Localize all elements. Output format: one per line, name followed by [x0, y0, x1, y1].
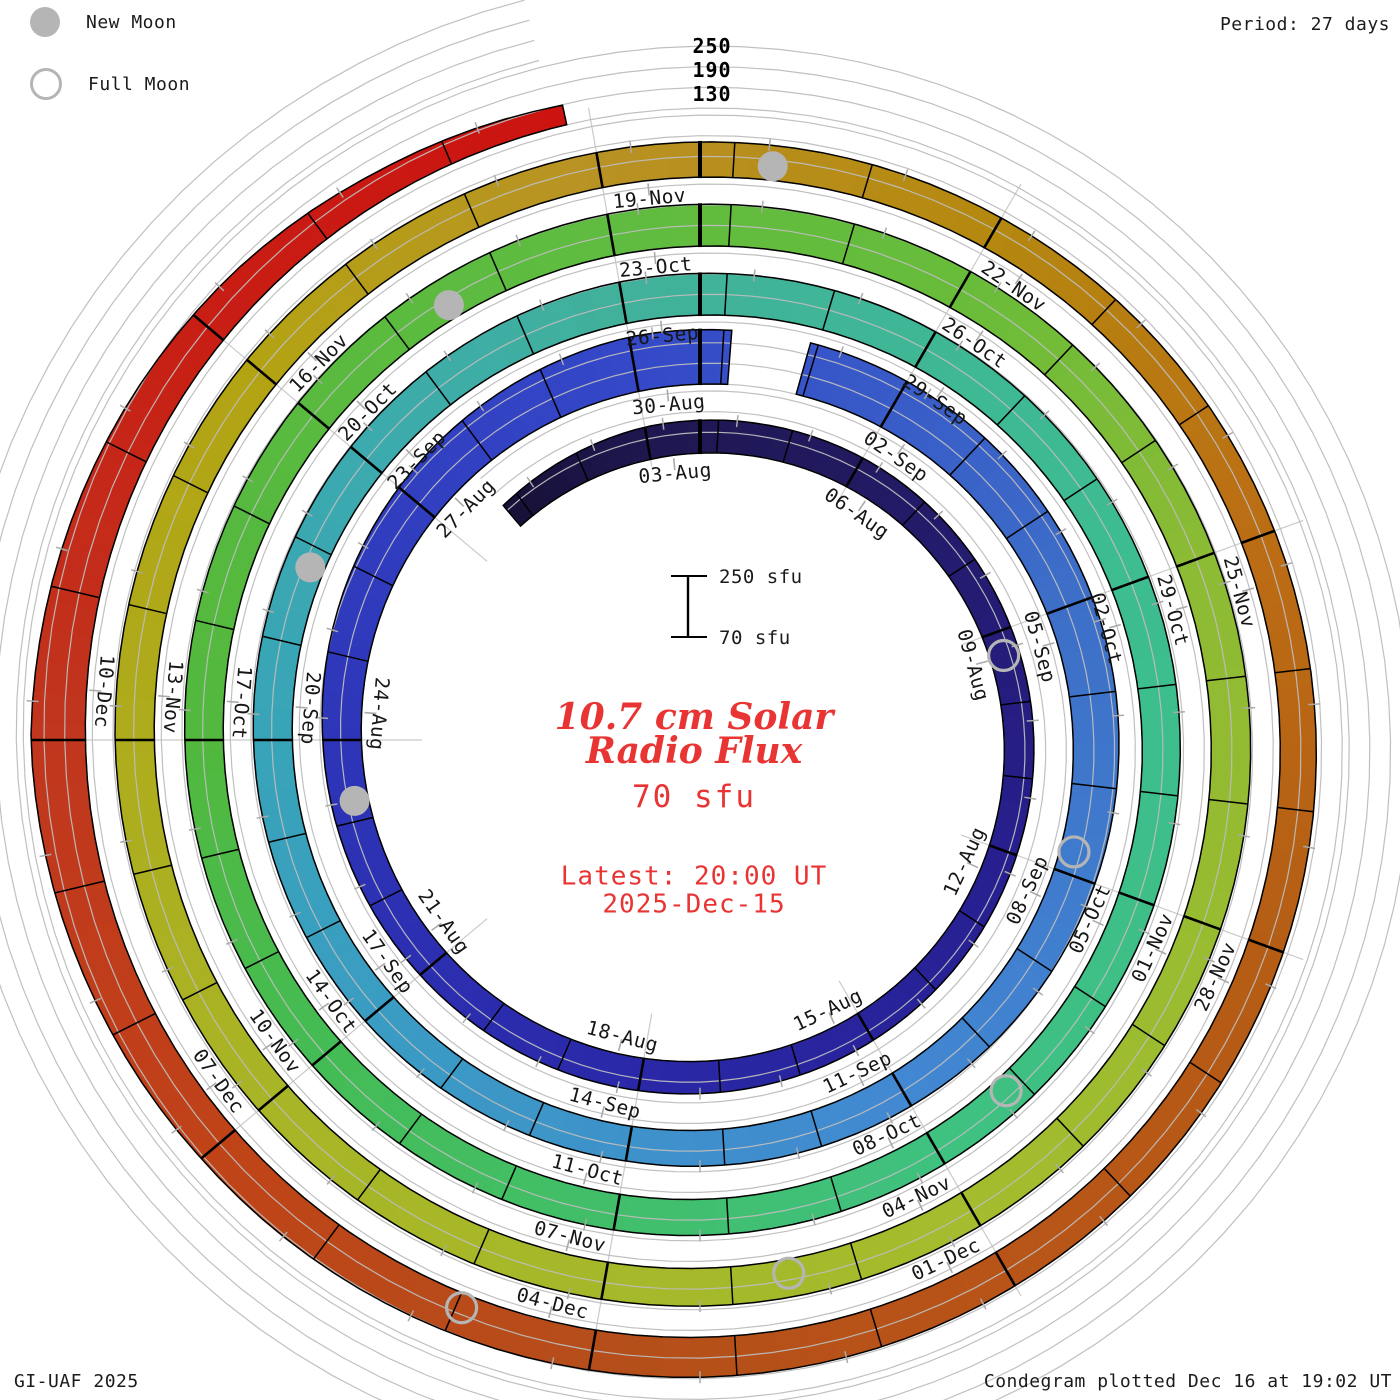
- date-label: 13-Nov: [159, 659, 188, 734]
- legend-new-moon-label: New Moon: [86, 11, 177, 33]
- date-label: 03-Aug: [637, 458, 712, 488]
- full-moon-marker: [987, 638, 1021, 673]
- new-moon-marker: [757, 151, 788, 182]
- legend-full-moon: Full Moon: [30, 68, 190, 100]
- flux-scale-bar: [671, 575, 707, 638]
- flux-axis-250: 250: [692, 34, 732, 58]
- latest-time-label: Latest: 20:00 UT: [560, 861, 828, 892]
- period-label: Period: 27 days: [1219, 14, 1390, 35]
- legend-new-moon: New Moon: [30, 7, 177, 37]
- flux-axis-130: 130: [692, 82, 732, 106]
- moon-markers: [295, 151, 1091, 1325]
- new-moon-icon: [30, 7, 60, 37]
- chart-title-line2: Radio Flux: [585, 730, 803, 772]
- day-ticks: [26, 122, 1321, 1384]
- band-outlines: [30, 104, 1318, 1379]
- date-label: 10-Dec: [90, 654, 119, 729]
- flux-axis-190: 190: [692, 58, 732, 82]
- full-moon-marker: [772, 1256, 806, 1290]
- date-label: 17-Oct: [227, 665, 256, 740]
- scale-bar-max-label: 250 sfu: [719, 566, 803, 588]
- plotted-timestamp: Condegram plotted Dec 16 at 19:02 UT: [983, 1371, 1392, 1392]
- legend-full-moon-label: Full Moon: [88, 73, 191, 95]
- current-flux-value: 70 sfu: [632, 779, 756, 815]
- chart-title-line1: 10.7 cm Solar: [554, 696, 834, 738]
- full-moon-icon: [30, 68, 62, 100]
- credit-label: GI-UAF 2025: [14, 1371, 139, 1392]
- date-label: 20-Sep: [296, 671, 325, 746]
- new-moon-marker: [433, 290, 464, 321]
- date-label: 30-Aug: [631, 390, 706, 420]
- date-label: 24-Aug: [365, 676, 394, 751]
- scale-bar-min-label: 70 sfu: [719, 627, 791, 649]
- new-moon-marker: [339, 785, 370, 816]
- full-moon-marker: [444, 1291, 479, 1325]
- full-moon-marker: [1057, 835, 1091, 869]
- latest-date-label: 2025-Dec-15: [602, 889, 786, 920]
- new-moon-marker: [295, 552, 326, 583]
- full-moon-marker: [989, 1074, 1023, 1108]
